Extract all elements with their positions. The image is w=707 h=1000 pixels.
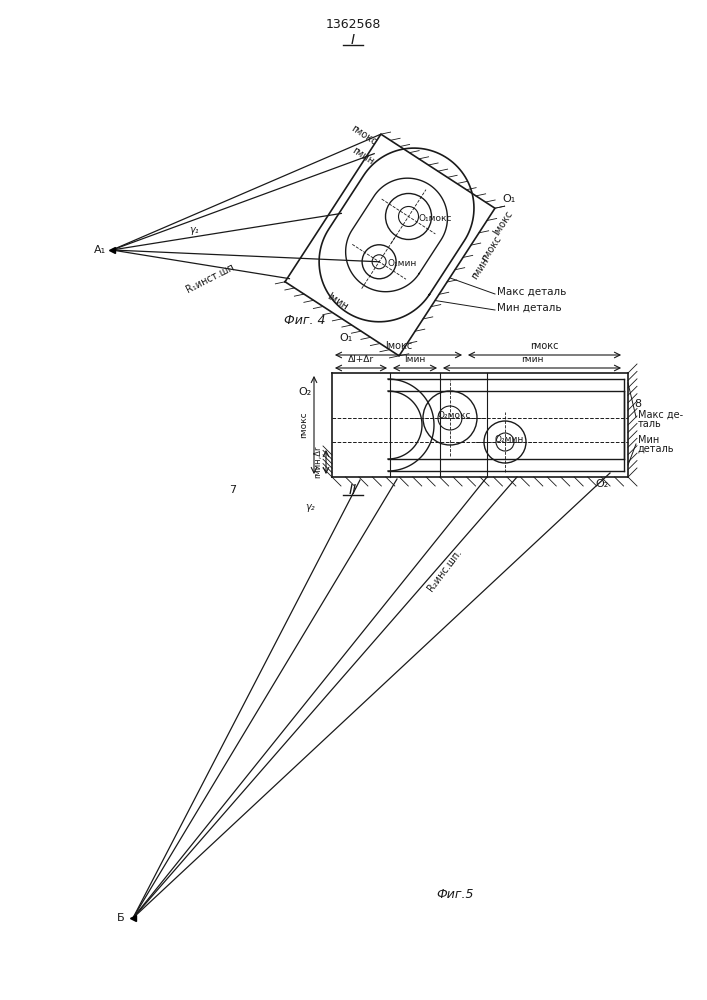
- Text: γ₂: γ₂: [305, 502, 315, 512]
- Text: lмин: lмин: [325, 291, 349, 312]
- Text: A₁: A₁: [94, 245, 106, 255]
- Text: O₂мин: O₂мин: [494, 436, 524, 444]
- Text: rмокс: rмокс: [349, 123, 378, 147]
- Text: rмин: rмин: [521, 355, 543, 363]
- Text: rмин: rмин: [351, 146, 376, 167]
- Text: 7: 7: [230, 485, 237, 495]
- Text: rмин,Δr: rмин,Δr: [313, 446, 322, 478]
- Text: Мин деталь: Мин деталь: [497, 303, 561, 313]
- Text: O₁мин: O₁мин: [387, 259, 416, 268]
- Text: γ₁: γ₁: [189, 225, 199, 235]
- Text: Фиг.5: Фиг.5: [436, 888, 474, 902]
- Text: rмин: rмин: [469, 255, 491, 281]
- Text: O₁: O₁: [339, 333, 353, 343]
- Text: таль: таль: [638, 419, 662, 429]
- Text: Б: Б: [117, 913, 125, 923]
- Text: rмокс: rмокс: [300, 412, 308, 438]
- Text: O₁мокс: O₁мокс: [419, 214, 452, 223]
- Text: Δl+Δr: Δl+Δr: [348, 355, 374, 363]
- Text: Макс деталь: Макс деталь: [497, 287, 566, 297]
- Text: rмокс: rмокс: [530, 341, 559, 351]
- Text: I: I: [351, 33, 355, 47]
- Text: O₂: O₂: [595, 479, 609, 489]
- Text: R₁инст.шп: R₁инст.шп: [185, 262, 236, 294]
- Text: 1362568: 1362568: [325, 18, 380, 31]
- Text: II: II: [349, 483, 357, 497]
- Text: Мин: Мин: [638, 435, 659, 445]
- Text: lмокс: lмокс: [385, 341, 412, 351]
- Text: Макс де-: Макс де-: [638, 410, 683, 420]
- Text: деталь: деталь: [638, 444, 674, 454]
- Text: rмокс: rмокс: [479, 233, 503, 263]
- Text: O₁: O₁: [502, 194, 515, 204]
- Text: R₂инс.шп.: R₂инс.шп.: [426, 547, 464, 593]
- Text: lмокс: lмокс: [492, 209, 515, 237]
- Text: O₂: O₂: [298, 387, 312, 397]
- Text: Фиг. 4: Фиг. 4: [284, 314, 326, 326]
- Text: 8: 8: [634, 399, 641, 409]
- Text: lмин: lмин: [404, 355, 426, 363]
- Text: O₂мокс: O₂мокс: [437, 412, 471, 420]
